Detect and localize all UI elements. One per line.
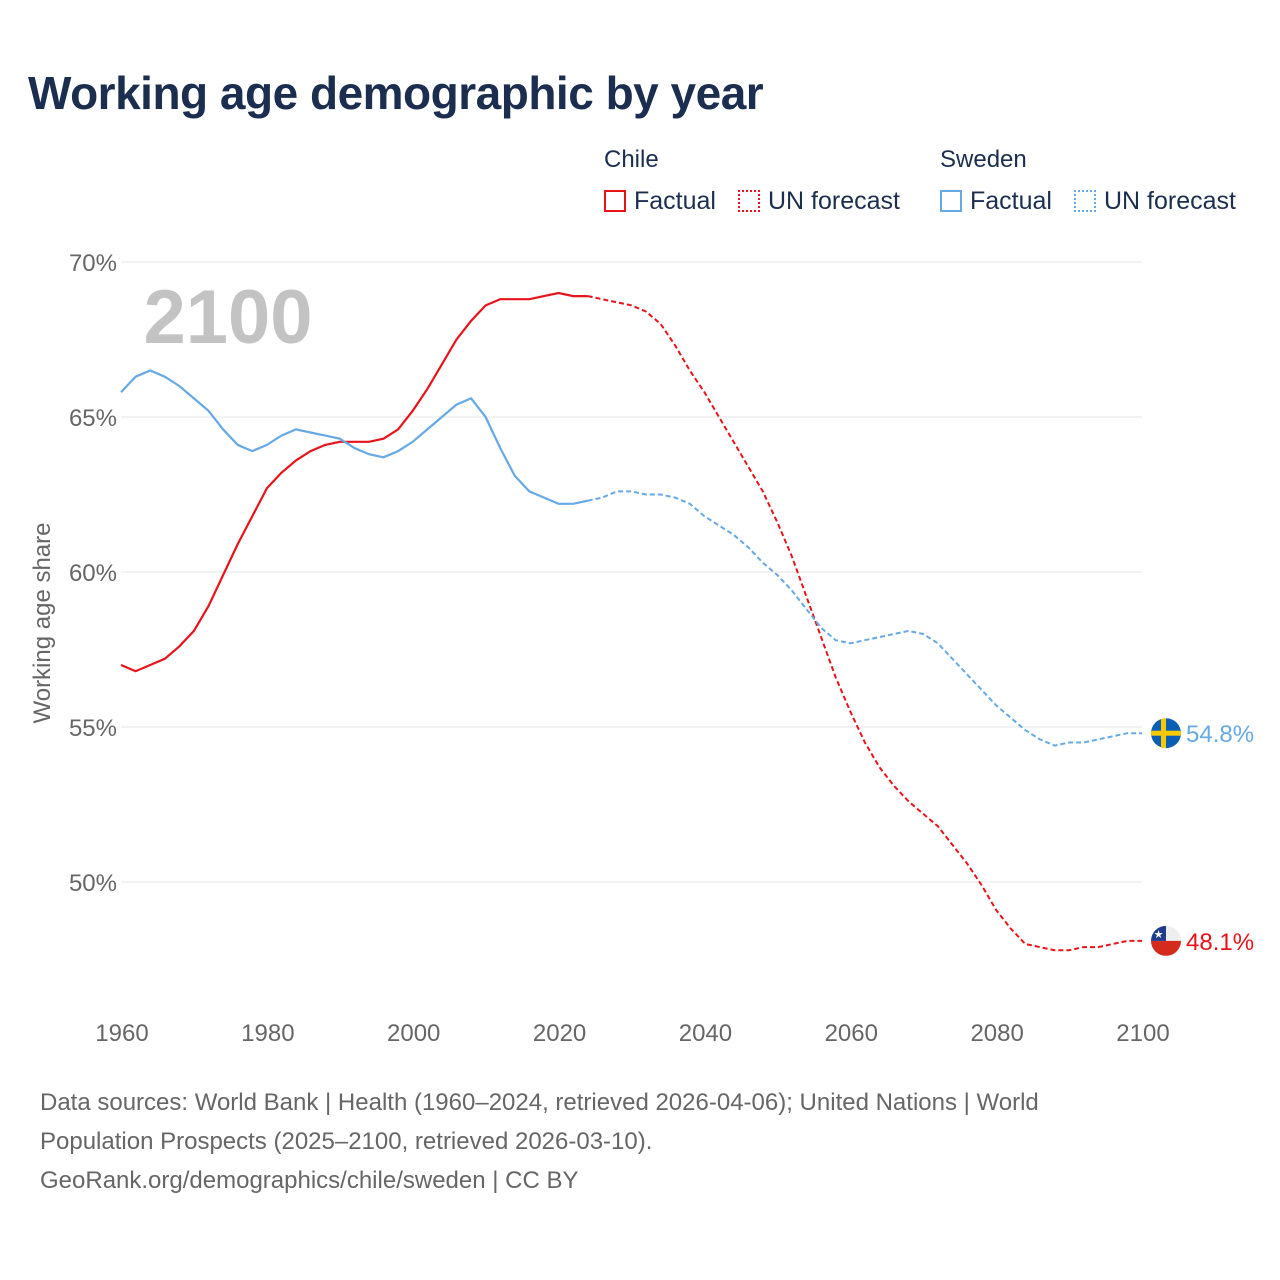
x-tick-label: 1980	[241, 1020, 294, 1047]
sweden-factual-line	[120, 369, 588, 505]
x-tick-label: 2040	[679, 1020, 732, 1047]
x-tick-label: 2100	[1116, 1020, 1169, 1047]
x-tick-label: 2060	[825, 1020, 878, 1047]
legend-sweden-forecast-label: UN forecast	[1104, 186, 1236, 215]
legend-chile-title: Chile	[604, 146, 659, 173]
legend-chile-factual[interactable]: Factual	[604, 186, 716, 216]
y-axis-label: Working age share	[29, 523, 56, 724]
legend-sweden-title: Sweden	[940, 146, 1027, 173]
footer-source-line2: Population Prospects (2025–2100, retriev…	[40, 1128, 653, 1155]
svg-text:★: ★	[1154, 928, 1164, 941]
legend-chile-forecast-label: UN forecast	[768, 186, 900, 215]
footer-source-line1: Data sources: World Bank | Health (1960–…	[40, 1089, 1039, 1116]
end-markers: ★ 48.1% 54.8%	[1151, 718, 1254, 956]
x-tick-label: 2080	[970, 1020, 1023, 1047]
series-lines	[120, 291, 1142, 952]
y-tick-labels: 50% 55% 60% 65% 70%	[69, 250, 117, 897]
x-tick-labels: 1960 1980 2000 2020 2040 2060 2080 2100	[95, 1020, 1169, 1047]
y-tick-label: 70%	[69, 250, 117, 277]
x-tick-label: 1960	[95, 1020, 148, 1047]
chile-end-value-label: 48.1%	[1186, 929, 1254, 956]
legend-chile-factual-swatch	[604, 190, 626, 212]
sweden-end-value-label: 54.8%	[1186, 721, 1254, 748]
sweden-forecast-line	[587, 490, 1142, 747]
year-watermark: 2100	[143, 275, 312, 360]
legend-sweden-forecast-swatch	[1074, 190, 1096, 212]
legend-sweden-factual-swatch	[940, 190, 962, 212]
x-tick-label: 2000	[387, 1020, 440, 1047]
y-tick-label: 55%	[69, 715, 117, 742]
chile-flag-icon: ★	[1151, 925, 1181, 956]
legend-sweden-factual-label: Factual	[970, 186, 1052, 215]
chile-forecast-line	[587, 295, 1142, 952]
grid-lines	[121, 261, 1142, 883]
y-tick-label: 60%	[69, 560, 117, 587]
legend-chile-factual-label: Factual	[634, 186, 716, 215]
legend-chile-forecast-swatch	[738, 190, 760, 212]
footer-attribution: GeoRank.org/demographics/chile/sweden | …	[40, 1167, 579, 1194]
legend-chile-forecast[interactable]: UN forecast	[738, 186, 900, 216]
legend-sweden-forecast[interactable]: UN forecast	[1074, 186, 1236, 216]
y-tick-label: 65%	[69, 405, 117, 432]
x-tick-label: 2020	[533, 1020, 586, 1047]
sweden-flag-icon	[1151, 718, 1181, 749]
y-tick-label: 50%	[69, 870, 117, 897]
legend-sweden-factual[interactable]: Factual	[940, 186, 1052, 216]
chile-factual-line	[120, 291, 588, 673]
chart-title: Working age demographic by year	[28, 67, 764, 119]
